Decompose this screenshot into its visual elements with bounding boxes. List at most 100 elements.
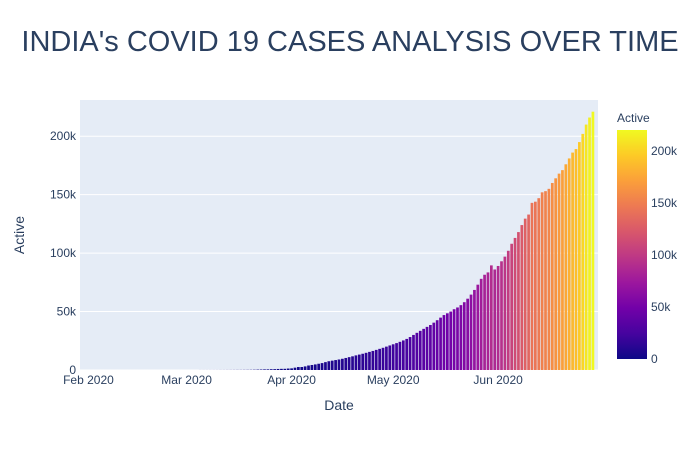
- bar: [473, 290, 476, 370]
- bar: [419, 331, 422, 370]
- bar: [564, 164, 567, 370]
- bar: [426, 327, 429, 370]
- bar: [314, 364, 317, 370]
- bar: [365, 353, 368, 370]
- bar: [338, 359, 341, 370]
- x-tick-label: Feb 2020: [63, 373, 114, 387]
- bar: [568, 158, 571, 370]
- bar: [351, 356, 354, 370]
- bar: [300, 367, 303, 370]
- bar: [341, 359, 344, 370]
- bar: [263, 369, 266, 370]
- bar: [585, 125, 588, 370]
- colorbar-tick-label: 50k: [651, 300, 671, 314]
- bar: [277, 369, 280, 370]
- bar: [331, 361, 334, 370]
- bar: [317, 364, 320, 370]
- y-axis-title: Active: [11, 216, 27, 254]
- bar: [294, 368, 297, 370]
- bar: [497, 266, 500, 370]
- bar: [517, 232, 520, 370]
- bar: [422, 329, 425, 370]
- bar: [327, 361, 330, 370]
- bar: [311, 365, 314, 370]
- bar: [395, 343, 398, 370]
- y-tick-label: 150k: [50, 188, 77, 202]
- bar: [416, 333, 419, 370]
- x-axis-title: Date: [324, 397, 354, 413]
- bar: [470, 295, 473, 370]
- bar: [378, 349, 381, 370]
- bar: [358, 355, 361, 370]
- bar: [361, 354, 364, 370]
- bar: [348, 357, 351, 370]
- bar: [541, 192, 544, 370]
- bar: [476, 285, 479, 370]
- bar: [290, 368, 293, 370]
- bar: [561, 170, 564, 370]
- bar: [504, 257, 507, 370]
- x-tick-labels: Feb 2020 Mar 2020 Apr 2020 May 2020 Jun 2020: [63, 373, 523, 387]
- y-tick-label: 100k: [50, 246, 77, 260]
- bar: [571, 153, 574, 370]
- bar: [578, 142, 581, 370]
- bar: [382, 348, 385, 370]
- bar: [436, 320, 439, 370]
- bar: [510, 244, 513, 370]
- bar: [385, 347, 388, 370]
- bar: [283, 369, 286, 370]
- colorbar: [617, 130, 647, 359]
- bar: [375, 350, 378, 370]
- bar: [412, 335, 415, 370]
- bar: [524, 219, 527, 370]
- colorbar-tick-label: 100k: [651, 248, 678, 262]
- colorbar-tick-label: 150k: [651, 196, 678, 210]
- x-tick-label: Apr 2020: [267, 373, 316, 387]
- colorbar-tick-label: 0: [651, 352, 658, 366]
- bar: [480, 279, 483, 370]
- bar: [466, 299, 469, 370]
- colorbar-tick-label: 200k: [651, 144, 678, 158]
- bar: [273, 369, 276, 370]
- bar: [344, 358, 347, 370]
- bar: [324, 362, 327, 370]
- bar: [531, 203, 534, 370]
- bar: [520, 225, 523, 370]
- bar: [409, 337, 412, 370]
- colorbar-tick-labels: 0 50k 100k 150k 200k: [651, 144, 678, 366]
- bar: [372, 351, 375, 370]
- y-tick-labels: 0 50k 100k 150k 200k: [50, 129, 77, 377]
- bar: [270, 369, 273, 370]
- x-tick-label: Mar 2020: [161, 373, 212, 387]
- bar: [402, 340, 405, 370]
- bar: [460, 305, 463, 370]
- bar: [368, 352, 371, 370]
- bar: [456, 307, 459, 370]
- bar: [592, 112, 595, 370]
- bar: [463, 302, 466, 370]
- bar: [399, 342, 402, 370]
- bar: [267, 369, 270, 370]
- bar: [493, 269, 496, 370]
- bar: [500, 261, 503, 370]
- y-tick-label: 200k: [50, 129, 77, 143]
- bar: [321, 363, 324, 370]
- bar: [527, 215, 530, 370]
- bar: [446, 313, 449, 370]
- bar: [490, 265, 493, 370]
- bar: [558, 174, 561, 370]
- bar: [483, 275, 486, 370]
- bar: [588, 118, 591, 370]
- bar: [507, 251, 510, 370]
- bar: [443, 315, 446, 370]
- bar: [304, 366, 307, 370]
- bar: [439, 318, 442, 370]
- bar: [554, 178, 557, 370]
- bar: [355, 355, 358, 370]
- bar: [287, 369, 290, 370]
- bar: [297, 367, 300, 370]
- bar: [544, 191, 547, 370]
- x-tick-label: May 2020: [367, 373, 420, 387]
- y-tick-label: 50k: [57, 305, 77, 319]
